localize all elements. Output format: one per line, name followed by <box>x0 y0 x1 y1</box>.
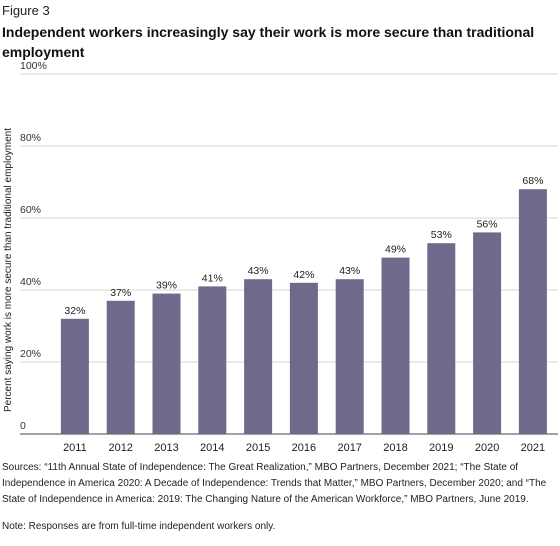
data-label: 37% <box>110 287 131 299</box>
bar <box>518 189 547 434</box>
note-text: Note: Responses are from full-time indep… <box>2 521 276 532</box>
data-labels: 32% 37% 39% 41% 43% 42% 43% 49% 53% 56% 68% <box>64 175 543 317</box>
data-label: 42% <box>293 269 314 281</box>
data-label: 32% <box>64 305 85 317</box>
x-tick-label: 2021 <box>521 442 545 454</box>
x-tick-label: 2015 <box>246 442 270 454</box>
x-tick-label: 2014 <box>200 442 224 454</box>
y-tick-label: 40% <box>20 276 41 288</box>
x-tick-label: 2013 <box>154 442 178 454</box>
bar-chart: 0 20% 40% 60% 80% 100% 32% 37% 39% 41% 43% 42% 43% 4… <box>3 62 558 454</box>
y-tick-label: 80% <box>20 132 41 144</box>
data-label: 43% <box>248 265 269 277</box>
data-label: 68% <box>522 175 543 187</box>
data-label: 39% <box>156 280 177 292</box>
x-tick-label: 2019 <box>429 442 453 454</box>
y-tick-label: 0 <box>20 420 26 432</box>
data-label: 53% <box>431 229 452 241</box>
y-tick-label: 60% <box>20 204 41 216</box>
data-label: 56% <box>477 218 498 230</box>
y-axis-ticks: 0 20% 40% 60% 80% 100% <box>20 62 47 432</box>
bar <box>427 243 456 434</box>
sources-text: Sources: “11th Annual State of Independe… <box>2 462 547 505</box>
bar <box>335 279 364 434</box>
x-tick-label: 2016 <box>292 442 316 454</box>
y-axis-label: Percent saying work is more secure than … <box>3 128 14 412</box>
x-tick-label: 2012 <box>108 442 132 454</box>
bar <box>289 282 318 434</box>
y-tick-label: 20% <box>20 348 41 360</box>
x-tick-label: 2011 <box>63 442 87 454</box>
bar <box>60 318 89 434</box>
bar <box>381 257 410 434</box>
x-tick-label: 2020 <box>475 442 499 454</box>
bars <box>60 189 547 434</box>
bar <box>152 293 181 434</box>
x-tick-label: 2018 <box>383 442 407 454</box>
figure-label: Figure 3 <box>2 3 50 18</box>
x-tick-label: 2017 <box>337 442 361 454</box>
chart-title: Independent workers increasingly say the… <box>2 24 535 60</box>
bar <box>473 232 502 434</box>
data-label: 41% <box>202 272 223 284</box>
bar <box>106 300 135 434</box>
bar <box>198 286 227 434</box>
data-label: 49% <box>385 244 406 256</box>
data-label: 43% <box>339 265 360 277</box>
x-axis-ticks: 2011 2012 2013 2014 2015 2016 2017 2018 2019 2020… <box>63 442 545 454</box>
bar <box>244 279 273 434</box>
y-tick-label: 100% <box>20 62 47 72</box>
